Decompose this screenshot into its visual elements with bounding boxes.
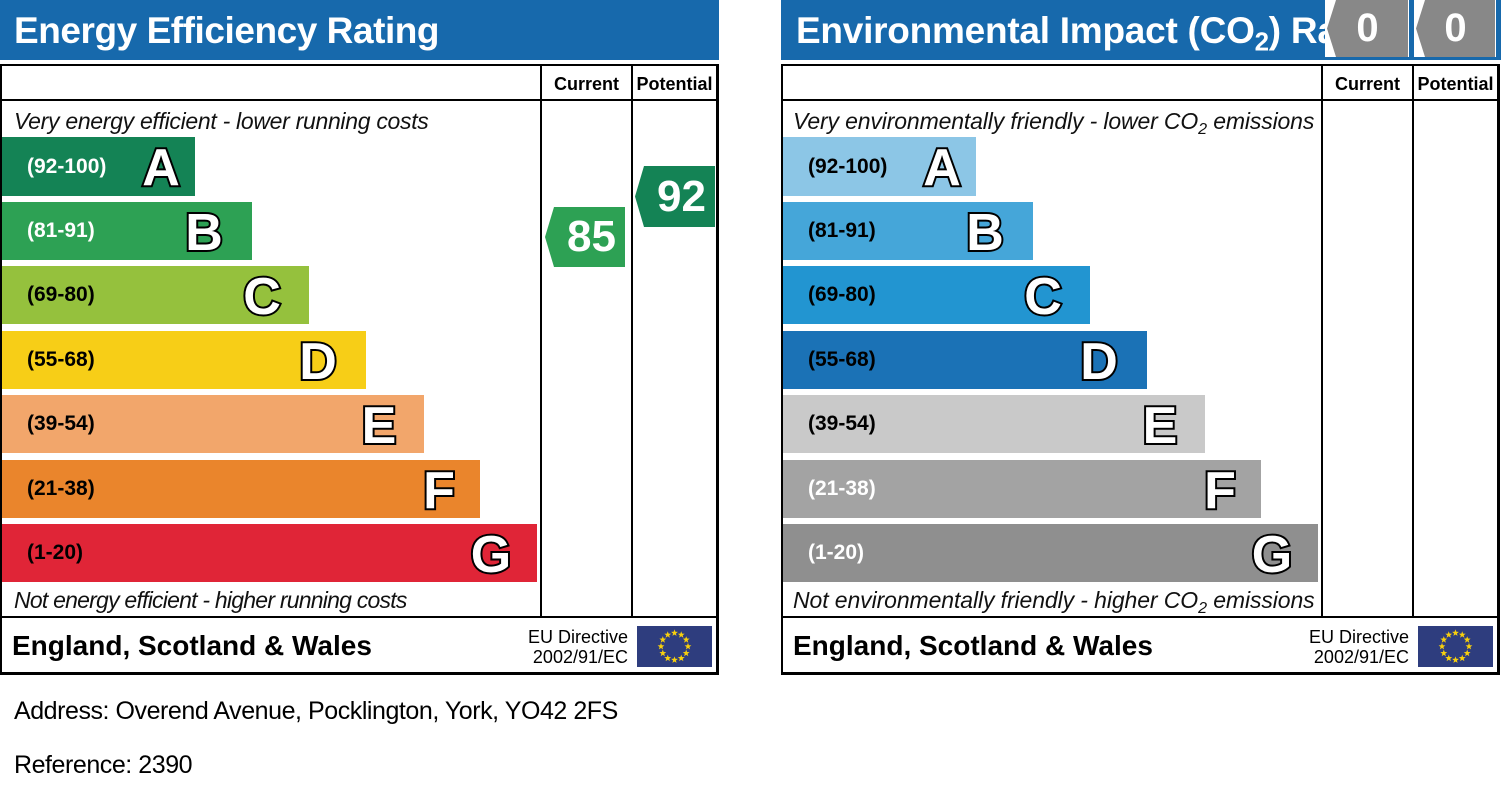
svg-text:F: F xyxy=(423,462,455,520)
svg-text:B: B xyxy=(185,204,223,262)
svg-text:E: E xyxy=(362,397,397,455)
svg-text:G: G xyxy=(1252,526,1292,584)
svg-text:D: D xyxy=(299,333,337,391)
svg-text:G: G xyxy=(471,526,511,584)
svg-text:B: B xyxy=(966,204,1004,262)
svg-text:A: A xyxy=(142,139,180,197)
svg-text:D: D xyxy=(1080,333,1118,391)
svg-text:C: C xyxy=(243,268,281,326)
svg-text:F: F xyxy=(1204,462,1236,520)
svg-text:C: C xyxy=(1024,268,1062,326)
svg-text:E: E xyxy=(1143,397,1178,455)
svg-text:A: A xyxy=(923,139,961,197)
